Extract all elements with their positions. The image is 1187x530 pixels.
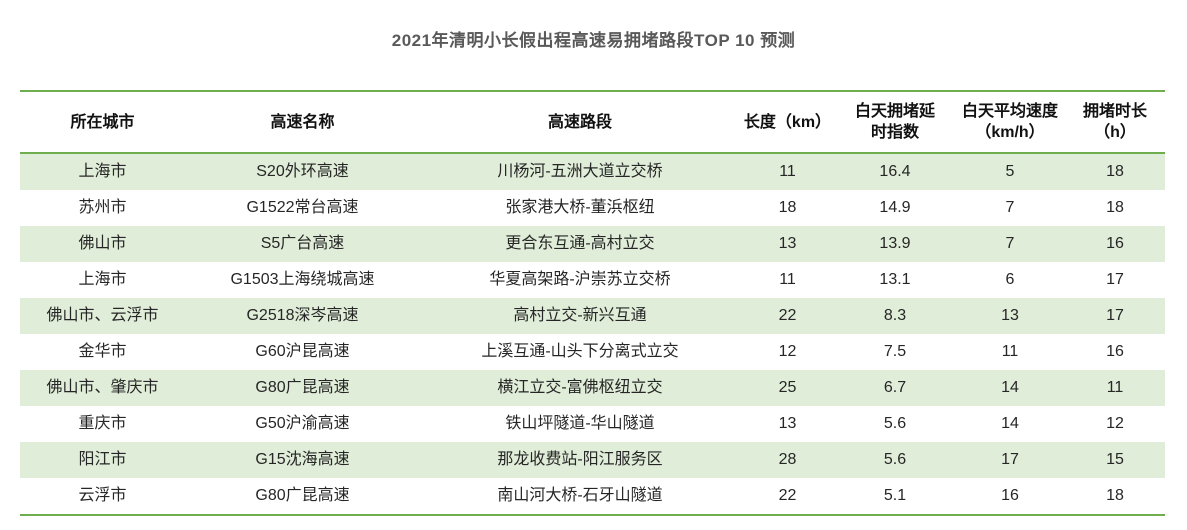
duration-cell: 16 [1106, 343, 1124, 360]
delay-index-cell: 7.5 [883, 343, 907, 360]
duration-cell: 18 [1106, 487, 1124, 504]
highway-name-cell: S20外环高速 [256, 163, 349, 180]
avg-speed-cell: 11 [1001, 343, 1019, 360]
column-header-length-km: 长度（km） [743, 113, 832, 131]
delay-index-cell: 8.3 [883, 307, 907, 324]
table-row: 阳江市 G15沈海高速 那龙收费站-阳江服务区 28 5.6 17 15 [20, 442, 1165, 478]
length-cell: 25 [778, 379, 797, 396]
city-cell: 云浮市 [78, 487, 127, 504]
avg-speed-cell: 13 [1001, 307, 1019, 324]
highway-section-cell: 川杨河-五洲大道立交桥 [497, 163, 663, 180]
duration-cell: 17 [1106, 271, 1124, 288]
avg-speed-cell: 5 [1005, 163, 1015, 180]
length-cell: 12 [778, 343, 797, 360]
table-row: 上海市 S20外环高速 川杨河-五洲大道立交桥 11 16.4 5 18 [20, 153, 1165, 190]
duration-cell: 18 [1106, 163, 1124, 180]
highway-name-cell: G2518深岑高速 [246, 307, 359, 324]
column-header-highway-name: 高速名称 [270, 113, 335, 131]
city-cell: 佛山市、肇庆市 [46, 379, 159, 396]
city-cell: 佛山市 [78, 235, 127, 252]
length-cell: 22 [778, 307, 797, 324]
city-cell: 佛山市、云浮市 [46, 307, 159, 324]
avg-speed-cell: 16 [1001, 487, 1019, 504]
column-header-daytime-delay-index: 白天拥堵延 时指数 [854, 103, 935, 141]
table-row: 上海市 G1503上海绕城高速 华夏高架路-沪崇苏立交桥 11 13.1 6 1… [20, 262, 1165, 298]
highway-name-cell: G80广昆高速 [255, 487, 350, 504]
table-row: 佛山市、肇庆市 G80广昆高速 横江立交-富佛枢纽立交 25 6.7 14 11 [20, 370, 1165, 406]
delay-index-cell: 5.1 [883, 487, 907, 504]
avg-speed-cell: 7 [1005, 199, 1015, 216]
table-row: 云浮市 G80广昆高速 南山河大桥-石牙山隧道 22 5.1 16 18 [20, 478, 1165, 515]
duration-cell: 17 [1106, 307, 1124, 324]
city-cell: 苏州市 [78, 199, 127, 216]
highway-section-cell: 铁山坪隧道-华山隧道 [505, 415, 655, 432]
highway-section-cell: 横江立交-富佛枢纽立交 [497, 379, 663, 396]
delay-index-cell: 16.4 [879, 163, 911, 180]
highway-name-cell: G80广昆高速 [255, 379, 350, 396]
column-header-city: 所在城市 [70, 113, 135, 131]
delay-index-cell: 5.6 [883, 415, 907, 432]
header-row: 所在城市 高速名称 高速路段 长度（km） 白天拥堵延 时指数 白天平均速度 （… [20, 91, 1165, 153]
highway-section-cell: 高村立交-新兴互通 [513, 307, 647, 324]
table-row: 金华市 G60沪昆高速 上溪互通-山头下分离式立交 12 7.5 11 16 [20, 334, 1165, 370]
length-cell: 11 [779, 271, 796, 288]
highway-section-cell: 上溪互通-山头下分离式立交 [481, 343, 679, 360]
congestion-table: 所在城市 高速名称 高速路段 长度（km） 白天拥堵延 时指数 白天平均速度 （… [20, 90, 1165, 516]
length-cell: 13 [778, 415, 797, 432]
highway-name-cell: G60沪昆高速 [255, 343, 350, 360]
highway-section-cell: 华夏高架路-沪崇苏立交桥 [489, 271, 671, 288]
highway-section-cell: 更合东互通-高村立交 [505, 235, 655, 252]
delay-index-cell: 13.1 [879, 271, 911, 288]
length-cell: 11 [779, 163, 796, 180]
highway-name-cell: G1503上海绕城高速 [230, 271, 375, 288]
table-row: 重庆市 G50沪渝高速 铁山坪隧道-华山隧道 13 5.6 14 12 [20, 406, 1165, 442]
duration-cell: 11 [1106, 379, 1124, 396]
length-cell: 22 [778, 487, 797, 504]
duration-cell: 15 [1106, 451, 1124, 468]
avg-speed-cell: 6 [1005, 271, 1015, 288]
delay-index-cell: 6.7 [883, 379, 907, 396]
city-cell: 上海市 [78, 271, 127, 288]
city-cell: 重庆市 [78, 415, 127, 432]
avg-speed-cell: 7 [1005, 235, 1015, 252]
column-header-highway-section: 高速路段 [547, 113, 612, 131]
duration-cell: 16 [1106, 235, 1124, 252]
length-cell: 28 [778, 451, 797, 468]
avg-speed-cell: 14 [1001, 415, 1019, 432]
city-cell: 阳江市 [78, 451, 127, 468]
delay-index-cell: 13.9 [879, 235, 911, 252]
highway-name-cell: S5广台高速 [260, 235, 345, 252]
highway-name-cell: G50沪渝高速 [255, 415, 350, 432]
duration-cell: 18 [1106, 199, 1124, 216]
column-header-congestion-duration: 拥堵时长 （h） [1082, 103, 1147, 141]
length-cell: 13 [778, 235, 797, 252]
length-cell: 18 [778, 199, 797, 216]
duration-cell: 12 [1106, 415, 1124, 432]
page-title: 2021年清明小长假出程高速易拥堵路段TOP 10 预测 [391, 31, 796, 50]
table-row: 苏州市 G1522常台高速 张家港大桥-董浜枢纽 18 14.9 7 18 [20, 190, 1165, 226]
highway-section-cell: 张家港大桥-董浜枢纽 [505, 199, 655, 216]
delay-index-cell: 5.6 [883, 451, 907, 468]
city-cell: 金华市 [78, 343, 127, 360]
highway-section-cell: 那龙收费站-阳江服务区 [497, 451, 663, 468]
delay-index-cell: 14.9 [879, 199, 911, 216]
table-row: 佛山市、云浮市 G2518深岑高速 高村立交-新兴互通 22 8.3 13 17 [20, 298, 1165, 334]
highway-section-cell: 南山河大桥-石牙山隧道 [497, 487, 663, 504]
avg-speed-cell: 14 [1001, 379, 1019, 396]
table-row: 佛山市 S5广台高速 更合东互通-高村立交 13 13.9 7 16 [20, 226, 1165, 262]
avg-speed-cell: 17 [1001, 451, 1019, 468]
column-header-daytime-avg-speed: 白天平均速度 （km/h） [961, 103, 1058, 141]
city-cell: 上海市 [78, 163, 127, 180]
highway-name-cell: G1522常台高速 [246, 199, 359, 216]
highway-name-cell: G15沈海高速 [255, 451, 350, 468]
